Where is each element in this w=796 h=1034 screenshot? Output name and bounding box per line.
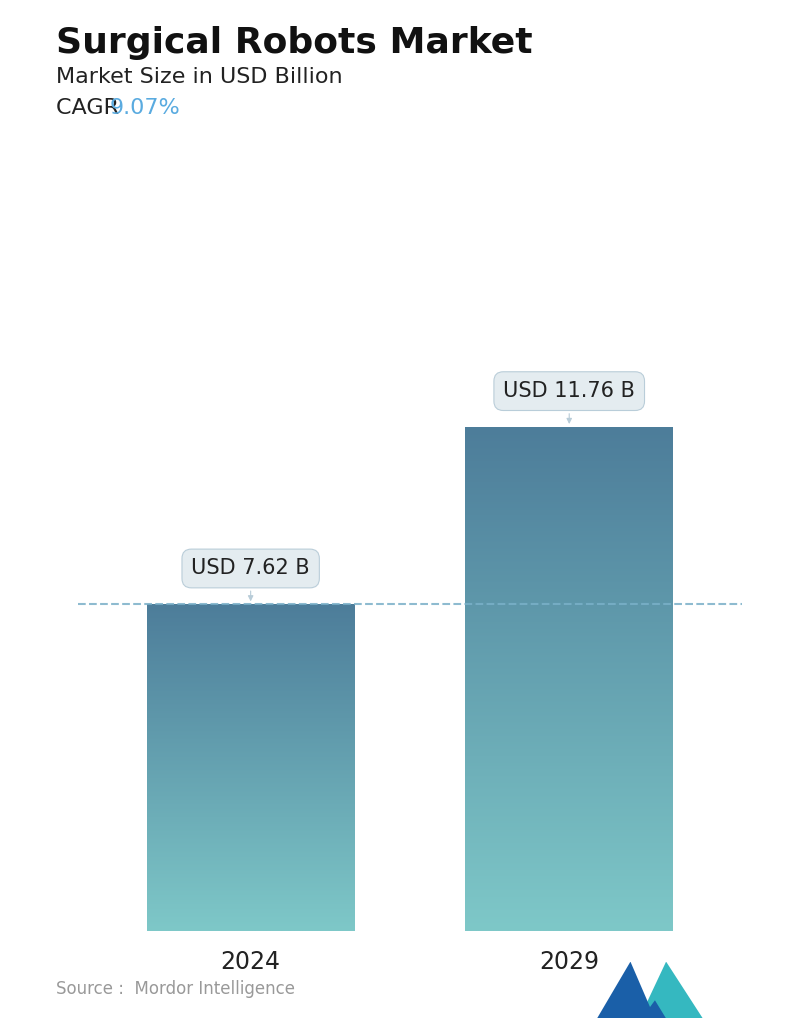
Polygon shape <box>639 962 703 1018</box>
Text: 9.07%: 9.07% <box>110 98 181 118</box>
Text: USD 7.62 B: USD 7.62 B <box>191 558 310 600</box>
Polygon shape <box>597 962 655 1018</box>
Polygon shape <box>642 1000 666 1018</box>
Text: Surgical Robots Market: Surgical Robots Market <box>56 26 533 60</box>
Text: Source :  Mordor Intelligence: Source : Mordor Intelligence <box>56 980 295 998</box>
Text: Market Size in USD Billion: Market Size in USD Billion <box>56 67 342 87</box>
Text: CAGR: CAGR <box>56 98 126 118</box>
Text: USD 11.76 B: USD 11.76 B <box>503 382 635 423</box>
